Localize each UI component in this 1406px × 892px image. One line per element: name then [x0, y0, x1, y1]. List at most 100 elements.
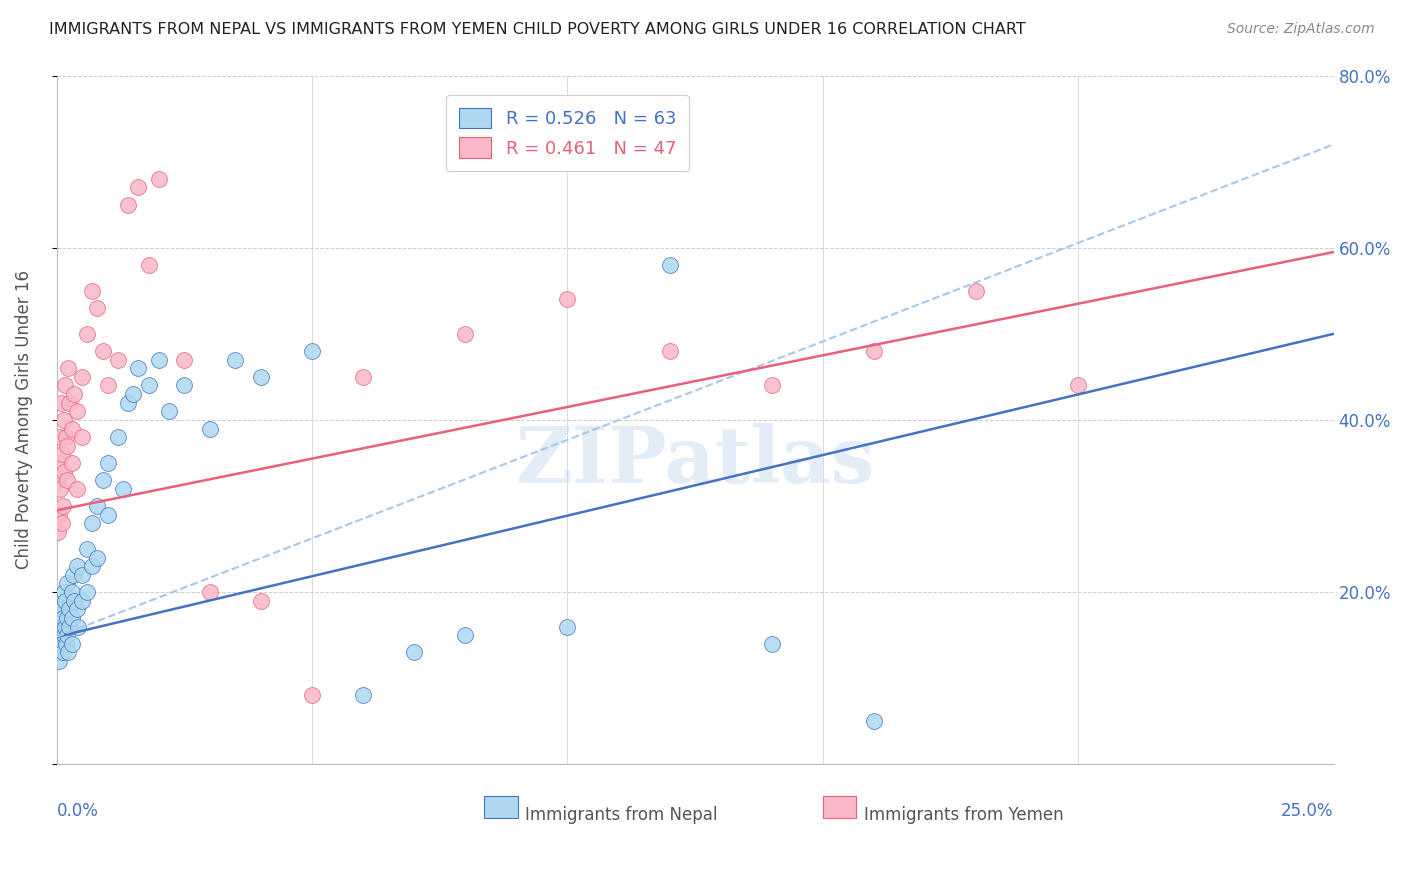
Point	[965, 284, 987, 298]
Point	[66, 482, 89, 496]
Point	[86, 499, 108, 513]
Point	[250, 369, 273, 384]
Point	[46, 524, 69, 539]
Point	[658, 258, 681, 272]
Text: Source: ZipAtlas.com: Source: ZipAtlas.com	[1227, 22, 1375, 37]
Point	[82, 559, 104, 574]
Point	[49, 602, 72, 616]
Point	[66, 559, 89, 574]
Point	[56, 611, 79, 625]
Point	[49, 482, 72, 496]
Point	[51, 637, 73, 651]
Point	[46, 628, 69, 642]
Point	[70, 369, 93, 384]
Point	[66, 404, 89, 418]
Point	[82, 516, 104, 531]
Point	[53, 378, 76, 392]
Point	[48, 508, 70, 522]
Point	[122, 387, 145, 401]
Point	[67, 619, 90, 633]
Point	[53, 585, 76, 599]
Point	[148, 352, 170, 367]
Point	[557, 293, 579, 307]
Point	[60, 421, 83, 435]
Point	[49, 637, 72, 651]
Point	[138, 258, 160, 272]
Point	[70, 567, 93, 582]
Point	[52, 499, 75, 513]
Point	[70, 593, 93, 607]
Point	[62, 567, 84, 582]
Point	[51, 602, 73, 616]
Text: IMMIGRANTS FROM NEPAL VS IMMIGRANTS FROM YEMEN CHILD POVERTY AMONG GIRLS UNDER 1: IMMIGRANTS FROM NEPAL VS IMMIGRANTS FROM…	[49, 22, 1026, 37]
Point	[58, 602, 80, 616]
Point	[1067, 378, 1090, 392]
Point	[863, 714, 886, 729]
Point	[46, 473, 69, 487]
FancyBboxPatch shape	[485, 796, 517, 818]
Point	[352, 689, 374, 703]
Point	[60, 637, 83, 651]
FancyBboxPatch shape	[823, 796, 856, 818]
Point	[48, 456, 70, 470]
Legend: R = 0.526   N = 63, R = 0.461   N = 47: R = 0.526 N = 63, R = 0.461 N = 47	[446, 95, 689, 171]
Point	[127, 180, 149, 194]
Point	[352, 369, 374, 384]
Point	[97, 456, 120, 470]
Text: Immigrants from Nepal: Immigrants from Nepal	[526, 805, 718, 823]
Point	[138, 378, 160, 392]
Y-axis label: Child Poverty Among Girls Under 16: Child Poverty Among Girls Under 16	[15, 270, 32, 569]
Point	[761, 637, 783, 651]
Point	[250, 593, 273, 607]
Point	[63, 593, 86, 607]
Point	[76, 542, 98, 557]
Point	[76, 585, 98, 599]
Point	[97, 508, 120, 522]
Point	[107, 430, 129, 444]
Point	[46, 645, 69, 659]
Point	[51, 619, 73, 633]
Point	[63, 387, 86, 401]
Point	[173, 352, 195, 367]
Point	[51, 628, 73, 642]
Point	[157, 404, 180, 418]
Point	[49, 395, 72, 409]
Point	[761, 378, 783, 392]
Point	[91, 344, 114, 359]
Point	[454, 326, 477, 341]
Point	[86, 301, 108, 315]
Point	[70, 430, 93, 444]
Point	[173, 378, 195, 392]
Point	[117, 197, 139, 211]
Point	[56, 576, 79, 591]
Point	[117, 395, 139, 409]
Point	[56, 439, 79, 453]
Point	[91, 473, 114, 487]
Point	[60, 585, 83, 599]
Point	[557, 619, 579, 633]
Point	[863, 344, 886, 359]
Text: 25.0%: 25.0%	[1281, 802, 1334, 820]
Point	[301, 344, 323, 359]
Point	[82, 284, 104, 298]
Point	[224, 352, 246, 367]
Point	[198, 421, 221, 435]
Point	[56, 628, 79, 642]
Point	[58, 619, 80, 633]
Point	[53, 465, 76, 479]
Point	[111, 482, 134, 496]
Point	[127, 361, 149, 376]
Point	[198, 585, 221, 599]
Text: Immigrants from Yemen: Immigrants from Yemen	[863, 805, 1063, 823]
Point	[56, 645, 79, 659]
Point	[66, 602, 89, 616]
Point	[60, 456, 83, 470]
Point	[48, 654, 70, 668]
Point	[86, 550, 108, 565]
Point	[51, 516, 73, 531]
Point	[52, 645, 75, 659]
Point	[658, 344, 681, 359]
Point	[56, 361, 79, 376]
Point	[60, 611, 83, 625]
Point	[148, 171, 170, 186]
